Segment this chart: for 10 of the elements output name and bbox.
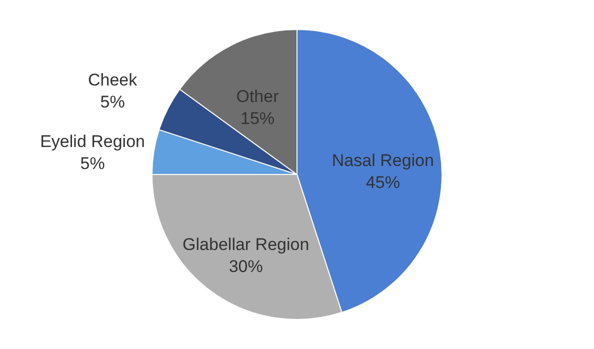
data-label: 5% xyxy=(80,154,105,174)
slice-label: Nasal Region xyxy=(332,150,434,170)
slice-label: Other xyxy=(236,86,280,106)
data-label: 45% xyxy=(366,172,400,192)
data-label: 30% xyxy=(228,256,263,276)
slice-label: Glabellar Region xyxy=(182,234,310,254)
slice-label: Eyelid Region xyxy=(40,132,145,152)
slice-label: Cheek xyxy=(88,70,138,90)
data-label: 5% xyxy=(100,92,125,112)
data-label: 15% xyxy=(240,108,275,128)
